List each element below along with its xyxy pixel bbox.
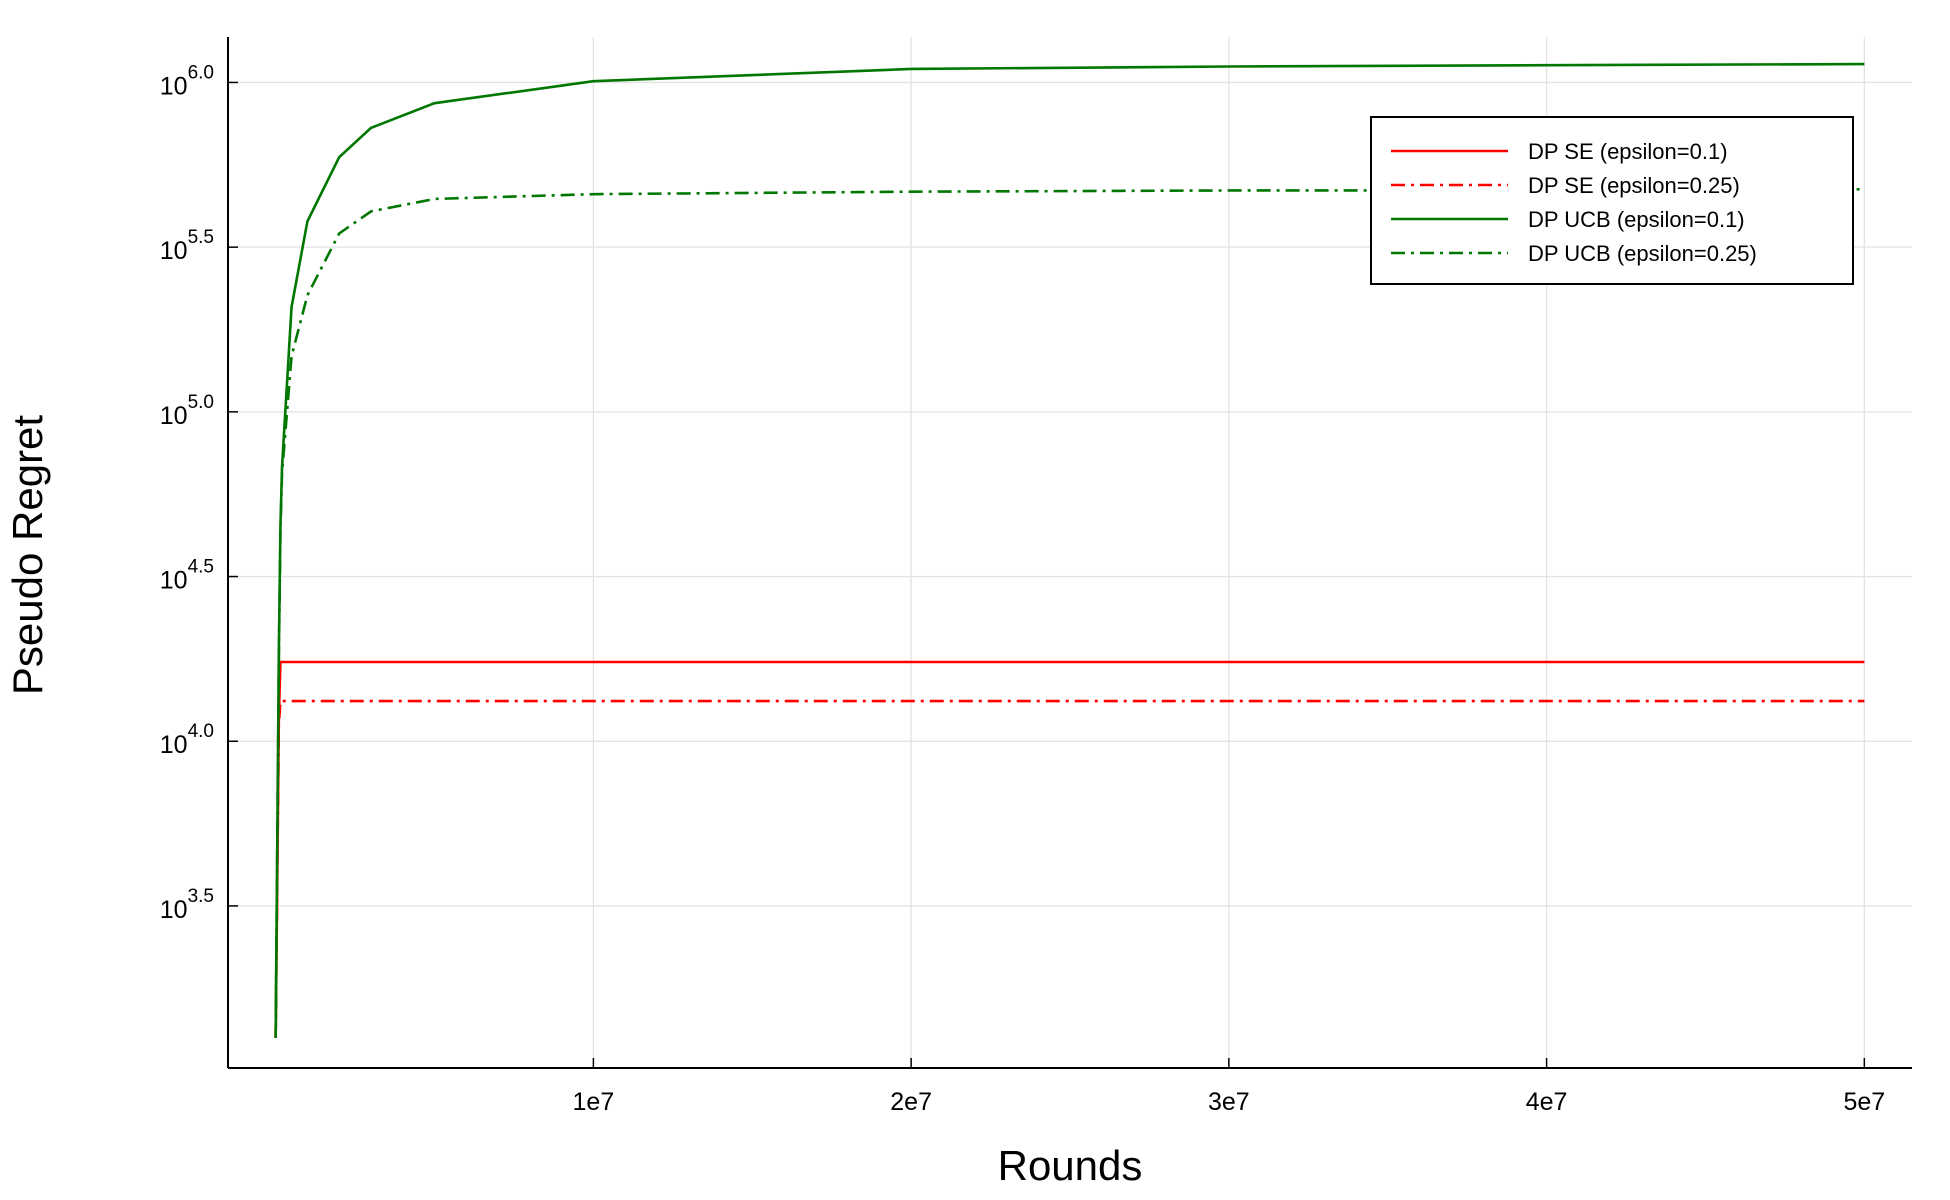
x-tick-label: 2e7 xyxy=(890,1088,932,1116)
x-tick-label: 4e7 xyxy=(1526,1088,1568,1116)
series-line xyxy=(274,660,1865,1038)
legend-box xyxy=(1370,116,1854,285)
y-tick-exponent: 3.5 xyxy=(188,886,214,907)
y-tick-exponent: 5.0 xyxy=(188,392,214,413)
x-tick-label: 5e7 xyxy=(1843,1088,1885,1116)
y-tick-exponent: 5.5 xyxy=(188,227,214,248)
legend-label: DP UCB (epsilon=0.1) xyxy=(1528,207,1745,232)
y-tick-label: 105.0 xyxy=(160,392,214,430)
series-line xyxy=(274,699,1865,1038)
legend-label: DP UCB (epsilon=0.25) xyxy=(1528,241,1757,266)
y-tick-label: 105.5 xyxy=(160,227,214,265)
y-tick-exponent: 4.5 xyxy=(188,557,214,578)
y-tick-base: 10 xyxy=(160,402,188,430)
y-tick-exponent: 4.0 xyxy=(188,721,214,742)
legend-label: DP SE (epsilon=0.25) xyxy=(1528,173,1740,198)
y-tick-exponent: 6.0 xyxy=(188,62,214,83)
y-tick-base: 10 xyxy=(160,237,188,265)
y-tick-label: 104.0 xyxy=(160,721,214,759)
y-tick-base: 10 xyxy=(160,567,188,595)
x-axis-label: Rounds xyxy=(998,1142,1143,1189)
y-axis-label: Pseudo Regret xyxy=(4,415,51,696)
series-line xyxy=(274,62,1865,1038)
y-tick-label: 103.5 xyxy=(160,886,214,924)
legend-label: DP SE (epsilon=0.1) xyxy=(1528,139,1728,164)
y-tick-base: 10 xyxy=(160,72,188,100)
y-tick-label: 106.0 xyxy=(160,62,214,100)
y-tick-base: 10 xyxy=(160,731,188,759)
series-line xyxy=(274,187,1865,1038)
x-tick-label: 1e7 xyxy=(573,1088,615,1116)
x-tick-label: 3e7 xyxy=(1208,1088,1250,1116)
y-tick-label: 104.5 xyxy=(160,557,214,595)
y-tick-base: 10 xyxy=(160,896,188,924)
